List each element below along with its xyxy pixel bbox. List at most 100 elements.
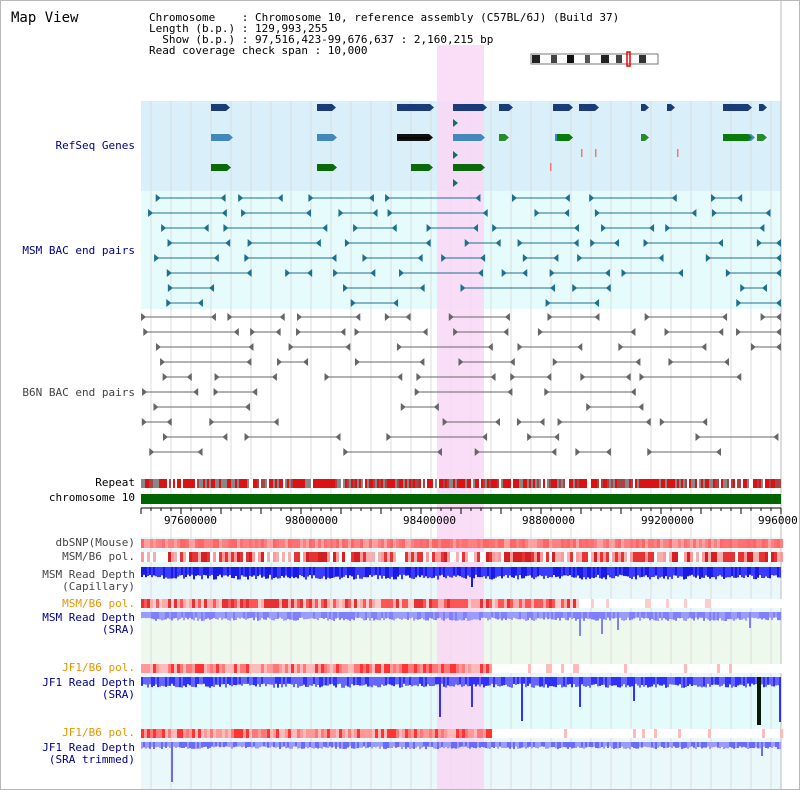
polymorphism-cell — [264, 552, 267, 562]
polymorphism-cell — [438, 539, 441, 548]
depth-bar — [289, 567, 291, 579]
depth-bar — [775, 677, 777, 686]
track-label-chromosome[interactable]: chromosome 10 — [48, 491, 135, 504]
depth-bar — [513, 612, 515, 618]
track-label-msm-b6-pol-1[interactable]: MSM/B6 pol. — [62, 550, 135, 563]
polymorphism-cell — [372, 539, 375, 548]
polymorphism-cell — [780, 729, 783, 738]
depth-bar — [657, 567, 659, 580]
polymorphism-cell — [324, 599, 327, 608]
track-label-dbsnp[interactable]: dbSNP(Mouse) — [55, 536, 135, 549]
depth-bar — [715, 742, 717, 747]
gene-arrow — [429, 164, 433, 171]
depth-bar — [721, 612, 723, 621]
depth-bar — [483, 742, 485, 748]
polymorphism-cell — [180, 599, 183, 608]
depth-bar — [531, 677, 533, 688]
track-label-msm-depth-cap-1[interactable]: MSM Read Depth — [42, 568, 135, 581]
track-label-b6n-bac[interactable]: B6N BAC end pairs — [22, 386, 135, 399]
bac-end — [387, 209, 393, 217]
polymorphism-cell — [492, 552, 495, 562]
polymorphism-cell — [414, 552, 417, 562]
track-label-jf1-depth-trim-2[interactable]: (SRA trimmed) — [48, 753, 135, 766]
depth-bar — [445, 567, 447, 579]
repeat-segment — [531, 479, 533, 488]
polymorphism-cell — [213, 729, 216, 738]
polymorphism-cell — [534, 539, 537, 548]
polymorphism-cell — [711, 552, 714, 562]
polymorphism-cell — [591, 539, 594, 548]
track-label-msm-b6-pol-2[interactable]: MSM/B6 pol. — [62, 597, 135, 610]
depth-bar — [213, 677, 215, 687]
depth-bar — [477, 742, 479, 748]
polymorphism-cell — [693, 729, 696, 738]
polymorphism-cell — [561, 552, 564, 562]
depth-bar — [243, 677, 245, 684]
depth-bar — [195, 612, 197, 618]
depth-bar — [297, 612, 299, 621]
depth-bar — [345, 567, 347, 576]
polymorphism-cell — [450, 539, 453, 548]
depth-bar — [219, 612, 221, 618]
depth-bar — [309, 612, 311, 619]
track-label-jf1-depth-sra-1[interactable]: JF1 Read Depth — [42, 676, 135, 689]
polymorphism-cell — [522, 729, 525, 738]
bac-end — [590, 239, 596, 247]
track-label-msm-depth-sra-1[interactable]: MSM Read Depth — [42, 611, 135, 624]
polymorphism-cell — [720, 664, 723, 673]
repeat-segment — [391, 479, 393, 488]
gene-arrow — [483, 104, 487, 111]
depth-bar — [743, 612, 745, 619]
bac-end — [621, 269, 627, 277]
track-label-refseq[interactable]: RefSeq Genes — [55, 139, 135, 152]
polymorphism-cell — [474, 664, 477, 673]
polymorphism-cell — [432, 552, 435, 562]
polymorphism-cell — [678, 539, 681, 548]
depth-bar — [313, 742, 315, 749]
depth-bar — [405, 677, 407, 686]
depth-bar — [525, 677, 527, 688]
track-label-msm-bac[interactable]: MSM BAC end pairs — [22, 244, 135, 257]
depth-bar — [205, 612, 207, 620]
repeat-segment — [445, 479, 447, 488]
track-label-jf1-depth-sra-2[interactable]: (SRA) — [101, 688, 135, 701]
depth-bar — [411, 567, 413, 579]
polymorphism-cell — [306, 729, 309, 738]
depth-bar — [213, 742, 215, 748]
polymorphism-cell — [624, 729, 627, 738]
depth-bar — [377, 567, 379, 580]
repeat-segment — [145, 479, 147, 488]
polymorphism-cell — [621, 599, 624, 608]
depth-bar — [455, 567, 457, 577]
track-label-repeat[interactable]: Repeat — [95, 476, 135, 489]
polymorphism-cell — [141, 729, 144, 738]
depth-bar — [483, 567, 485, 577]
depth-bar — [293, 742, 295, 747]
bac-end — [419, 358, 425, 366]
polymorphism-cell — [456, 599, 459, 608]
repeat-segment — [277, 479, 279, 488]
depth-bar — [453, 612, 455, 621]
track-label-jf1-b6-pol-2[interactable]: JF1/B6 pol. — [62, 726, 135, 739]
track-label-jf1-b6-pol-1[interactable]: JF1/B6 pol. — [62, 661, 135, 674]
track-label-msm-depth-sra-2[interactable]: (SRA) — [101, 623, 135, 636]
polymorphism-cell — [156, 729, 159, 738]
bac-end — [490, 373, 496, 381]
depth-bar — [541, 612, 543, 619]
depth-spike — [757, 677, 761, 725]
polymorphism-cell — [606, 729, 609, 738]
polymorphism-cell — [735, 539, 738, 548]
ideogram-band — [532, 55, 540, 63]
polymorphism-cell — [717, 664, 720, 673]
depth-bar — [767, 677, 769, 685]
depth-bar — [499, 677, 501, 687]
track-label-msm-depth-cap-2[interactable]: (Capillary) — [62, 580, 135, 593]
polymorphism-cell — [762, 664, 765, 673]
repeat-segment — [489, 479, 491, 488]
polymorphism-cell — [273, 552, 276, 562]
track-label-jf1-depth-trim-1[interactable]: JF1 Read Depth — [42, 741, 135, 754]
depth-bar — [571, 677, 573, 688]
polymorphism-cell — [429, 552, 432, 562]
